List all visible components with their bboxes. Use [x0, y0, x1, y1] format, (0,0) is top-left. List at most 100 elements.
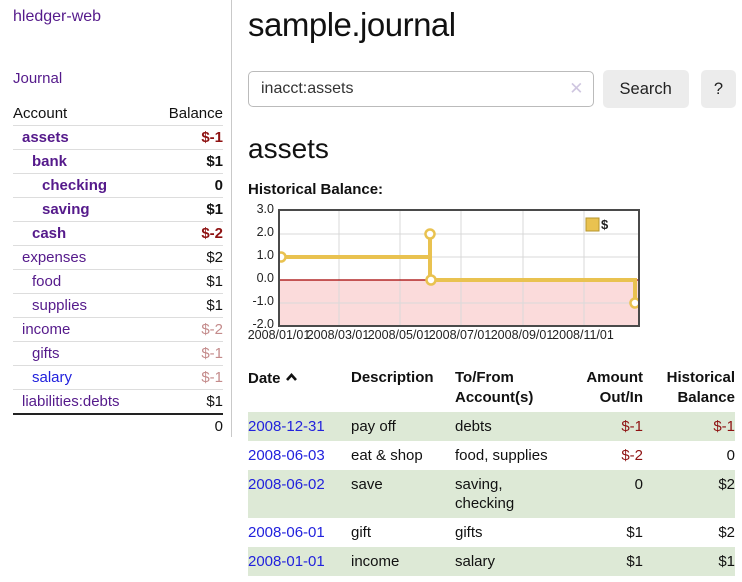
transaction-date-link[interactable]: 2008-06-01: [248, 524, 325, 541]
transaction-description: save: [351, 476, 383, 493]
transaction-balance: $2: [718, 476, 735, 493]
y-tick: 3.0: [256, 202, 274, 216]
x-tick: 2008/05/01: [367, 328, 431, 342]
account-row-expenses: expenses $2: [13, 245, 223, 270]
transaction-accounts: debts: [455, 418, 492, 435]
account-link[interactable]: assets: [22, 129, 69, 146]
chart-canvas: $: [275, 211, 641, 325]
transaction-description: eat & shop: [351, 447, 423, 464]
account-balance: $-1: [152, 125, 223, 150]
account-balance: $-1: [152, 365, 223, 390]
historical-balance-chart: 3.0 2.0 1.0 0.0 -1.0 -2.0: [248, 202, 736, 349]
transaction-balance: $1: [718, 553, 735, 570]
sidebar: hledger-web Journal Account Balance asse…: [0, 0, 232, 438]
transaction-amount: $1: [626, 524, 643, 541]
account-balance: $1: [152, 197, 223, 222]
transaction-amount: 0: [634, 476, 643, 493]
y-tick: 1.0: [256, 248, 274, 262]
account-row-cash: cash $-2: [13, 221, 223, 246]
transaction-accounts: food, supplies: [455, 447, 548, 464]
transaction-amount: $-2: [621, 447, 643, 464]
register-row: 2008-06-02 save saving, checking 0 $2: [248, 470, 735, 518]
plot-area: $: [275, 209, 641, 327]
account-link[interactable]: supplies: [32, 297, 88, 314]
account-row-gifts: gifts $-1: [13, 341, 223, 366]
transaction-date-link[interactable]: 2008-06-03: [248, 447, 325, 464]
register-row: 2008-06-03 eat & shop food, supplies $-2…: [248, 441, 735, 470]
search-form: ✕ Search ?: [248, 70, 736, 108]
transaction-balance: 0: [726, 447, 735, 464]
account-link[interactable]: food: [32, 273, 62, 290]
x-tick: 2008/07/01: [428, 328, 492, 342]
transaction-balance: $-1: [713, 418, 735, 435]
account-link[interactable]: salary: [32, 369, 73, 386]
account-link[interactable]: expenses: [22, 249, 87, 266]
account-link[interactable]: gifts: [32, 345, 60, 362]
account-row-saving: saving $1: [13, 197, 223, 222]
account-row-liabilities-debts: liabilities:debts $1: [13, 389, 223, 414]
search-input[interactable]: [248, 71, 594, 107]
accounts-col-balance: Balance: [168, 105, 223, 122]
gridlines: [280, 211, 638, 325]
chart-title: Historical Balance:: [248, 181, 384, 198]
transaction-description: income: [351, 553, 400, 570]
register-col-description: Description: [351, 369, 434, 386]
accounts-total-row: 0: [13, 413, 223, 438]
account-row-income: income $-2: [13, 317, 223, 342]
x-tick: 2008/09/01: [490, 328, 554, 342]
account-row-supplies: supplies $1: [13, 293, 223, 318]
brand-link[interactable]: hledger-web: [13, 8, 102, 25]
account-link[interactable]: income: [22, 321, 71, 338]
accounts-table: Account Balance assets $-1 bank $1 check…: [13, 102, 223, 438]
account-row-food: food $1: [13, 269, 223, 294]
y-tick: 0.0: [256, 271, 274, 285]
account-balance: $1: [152, 149, 223, 174]
account-balance: $2: [152, 245, 223, 270]
page-title: sample.journal: [248, 6, 456, 43]
transaction-description: gift: [351, 524, 372, 541]
x-tick: 2008/03/01: [306, 328, 370, 342]
chart-legend: $: [585, 217, 609, 232]
y-tick: 2.0: [256, 225, 274, 239]
accounts-col-account: Account: [13, 105, 68, 122]
transaction-date-link[interactable]: 2008-12-31: [248, 418, 325, 435]
x-tick: 2008/11/01: [552, 328, 614, 342]
main-content: sample.journal ✕ Search ? assets Histori…: [248, 0, 736, 576]
register-row: 2008-12-31 pay off debts $-1 $-1: [248, 412, 735, 441]
account-link[interactable]: saving: [42, 201, 90, 218]
sort-asc-icon: [285, 368, 298, 388]
register-col-date[interactable]: Date: [248, 364, 351, 412]
account-balance: $1: [152, 389, 223, 414]
y-tick: -1.0: [252, 294, 274, 308]
account-row-salary: salary $-1: [13, 365, 223, 390]
account-balance: $1: [152, 269, 223, 294]
account-link[interactable]: cash: [32, 225, 67, 242]
account-row-checking: checking 0: [13, 173, 223, 198]
register-row: 2008-06-01 gift gifts $1 $2: [248, 518, 735, 547]
register-table: Date Description To/From Account(s) Amou…: [248, 364, 735, 576]
transaction-date-link[interactable]: 2008-01-01: [248, 553, 325, 570]
legend-swatch: [585, 217, 600, 232]
accounts-total-value: 0: [152, 413, 223, 438]
account-balance: $1: [152, 293, 223, 318]
journal-link[interactable]: Journal: [13, 70, 63, 87]
help-button[interactable]: ?: [700, 70, 736, 108]
account-heading: assets: [248, 133, 329, 164]
transaction-date-link[interactable]: 2008-06-02: [248, 476, 325, 493]
transaction-accounts: saving, checking: [455, 476, 515, 512]
account-link[interactable]: checking: [42, 177, 108, 194]
search-input-wrap: ✕: [248, 71, 594, 107]
account-balance: 0: [152, 173, 223, 198]
register-row: 2008-01-01 income salary $1 $1: [248, 547, 735, 576]
register-col-accounts: To/From Account(s): [455, 369, 534, 406]
transaction-amount: $1: [626, 553, 643, 570]
register-col-amount: Amount Out/In: [586, 369, 643, 406]
account-link[interactable]: liabilities:debts: [22, 393, 120, 410]
account-balance: $-2: [152, 317, 223, 342]
accounts-header-row: Account Balance: [13, 102, 223, 126]
register-col-balance: Historical Balance: [666, 369, 735, 406]
account-balance: $-2: [152, 221, 223, 246]
clear-search-icon[interactable]: ✕: [569, 79, 584, 98]
account-link[interactable]: bank: [32, 153, 68, 170]
search-button[interactable]: Search: [602, 70, 689, 108]
